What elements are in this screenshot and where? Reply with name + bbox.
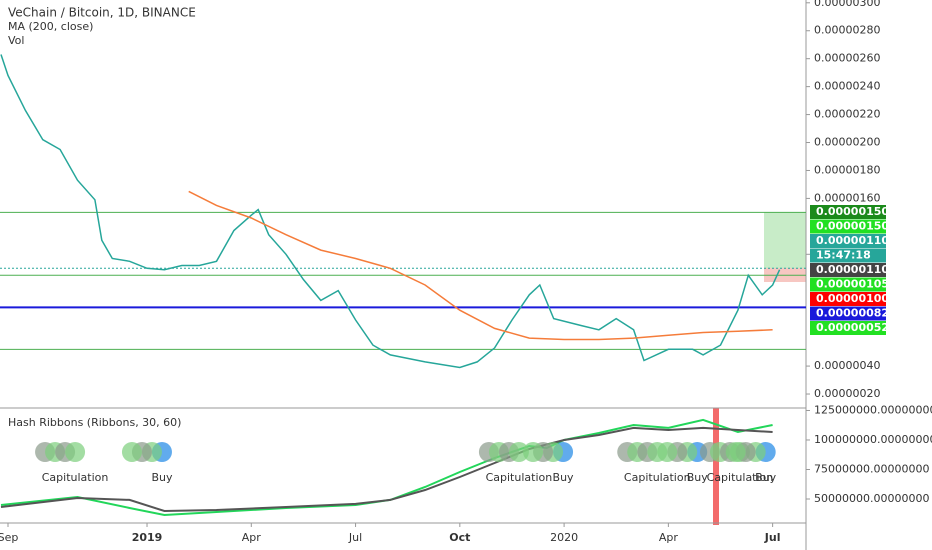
price-tag-label: 0.00000150 [816,220,889,233]
ribbon-label: Buy [151,471,173,484]
y-tick-label: 75000000.00000000 [814,462,929,475]
ma-label: MA (200, close) [8,20,93,33]
price-tag-label: 15:47:18 [816,249,871,262]
long-target-zone [764,212,806,268]
price-tag-label: 0.00000105 [816,278,889,291]
y-tick-label: 0.00000300 [814,0,880,9]
price-tag-label: 0.00000110 [816,263,889,276]
price-tag-label: 0.00000150 [816,205,889,218]
ribbon-dot [657,442,678,462]
x-tick-label: 2020 [550,531,578,544]
series-line [0,426,773,513]
x-tick-label: Sep [0,531,18,544]
y-tick-label: 0.00000160 [814,191,880,204]
y-tick-label: 50000000.00000000 [814,492,929,505]
price-tag [810,292,886,306]
y-tick-label: 0.00000260 [814,52,880,65]
x-tick-label: Apr [659,531,679,544]
price-tag [810,219,886,234]
series-line [0,418,773,517]
price-tag [810,263,886,277]
price-tag-label: 0.00000110 [816,234,889,247]
ribbon-label: Buy [553,471,575,484]
ribbon-dot [121,442,142,462]
price-tag [810,234,886,248]
vol-label: Vol [8,34,24,47]
y-tick-label: 0.00000280 [814,24,880,37]
ribbon-label: Buy [687,471,709,484]
capitulation-bar [713,408,719,525]
y-tick-label: 0.00000200 [814,136,880,149]
chart-title: VeChain / Bitcoin, 1D, BINANCE [8,6,196,20]
price-tag [810,248,886,263]
ribbon-dot [65,442,86,462]
y-tick-label: 0.00000020 [814,387,880,400]
y-tick-label: 0.00000240 [814,80,880,93]
ribbon-label: Capitulation [486,471,553,484]
x-tick-label: 2019 [132,531,163,544]
x-tick-label: Apr [242,531,262,544]
y-tick-label: 0.00000040 [814,359,880,372]
ribbon-dot [523,442,544,462]
ribbon-label: Buy [755,471,777,484]
indicator-title: Hash Ribbons (Ribbons, 30, 60) [8,416,181,429]
price-tag-label: 0.00000082 [816,307,889,320]
series-line [188,190,773,341]
y-tick-label: 0.00000180 [814,163,880,176]
x-tick-label: Oct [449,531,470,544]
price-tag [810,205,886,219]
ribbon-dot [725,442,746,462]
price-tag-label: 0.00000052 [816,321,889,334]
ribbon-label: Capitulation [42,471,109,484]
x-tick-label: Jul [764,531,781,544]
price-tag [810,306,886,321]
x-tick-label: Jul [348,531,362,544]
y-tick-label: 0.00000220 [814,108,880,121]
y-tick-label: 100000000.00000000 [814,433,932,446]
ribbon-dot [508,442,529,462]
price-tag [810,321,886,335]
series-line [0,54,781,369]
price-tag-label: 0.00000100 [816,292,889,305]
ribbon-label: Capitulation [707,471,774,484]
ribbon-label: Capitulation [624,471,691,484]
price-tag [810,277,886,292]
y-tick-label: 125000000.00000000 [814,403,932,416]
